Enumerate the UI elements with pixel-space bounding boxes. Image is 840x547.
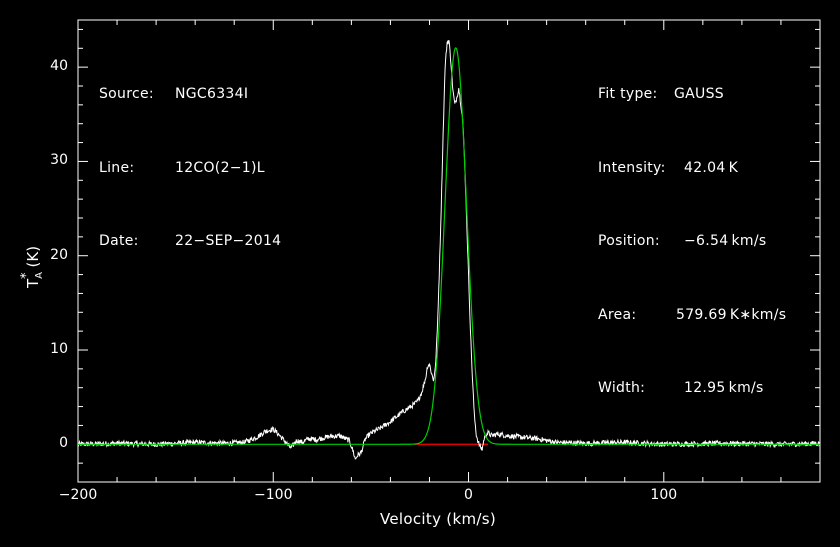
source-value: NGC6334I: [175, 86, 249, 102]
y-axis-label-sub: A: [34, 271, 45, 279]
area-value: 579.69 K∗km/s: [676, 306, 787, 323]
source-key: Source:: [99, 86, 154, 102]
y-tick-label: 40: [50, 58, 68, 75]
fit-type-row: Fit type: GAUSS: [598, 82, 786, 107]
date-key: Date:: [99, 233, 139, 249]
source-row: Source: NGC6334I: [99, 82, 281, 107]
width-row: Width: 12.95 km/s: [598, 376, 786, 401]
line-row: Line: 12CO(2−1)L: [99, 156, 281, 181]
width-value: 12.95 km/s: [684, 380, 764, 396]
plot-axes: [77, 19, 821, 483]
intensity-value: 42.04 K: [684, 159, 739, 176]
x-tick-label: 0: [464, 487, 473, 503]
plot-frame: [77, 19, 821, 483]
y-tick-label: 10: [50, 341, 68, 357]
position-key: Position:: [598, 233, 660, 249]
y-tick-label: 0: [59, 435, 68, 452]
y-tick-label: 20: [50, 246, 68, 263]
position-value: −6.54 km/s: [684, 233, 767, 249]
y-axis-label-sup: *: [19, 272, 34, 279]
x-tick-label: −200: [58, 487, 98, 503]
y-axis-label-main: T: [24, 278, 42, 288]
y-axis-label-unit: (K): [24, 245, 42, 268]
area-row: Area: 579.69 K∗km/s: [598, 303, 786, 328]
area-key: Area:: [598, 306, 637, 323]
date-value: 22−SEP−2014: [175, 233, 282, 249]
width-key: Width:: [598, 380, 646, 396]
fit-type-key: Fit type:: [598, 86, 658, 102]
x-tick-label: 100: [650, 487, 678, 503]
x-tick-label: −100: [254, 487, 293, 503]
intensity-row: Intensity: 42.04 K: [598, 156, 786, 181]
y-tick-label: 30: [50, 152, 68, 169]
fit-info: Fit type: GAUSS Intensity: 42.04 K Positio…: [598, 33, 786, 425]
intensity-key: Intensity:: [598, 159, 666, 176]
line-key: Line:: [99, 159, 135, 176]
line-value: 12CO(2−1)L: [175, 159, 265, 176]
gaussian-fit-line: [78, 47, 820, 445]
gaussian-fit-series: [78, 47, 820, 445]
fit-type-value: GAUSS: [674, 86, 724, 102]
observation-info: Source: NGC6334I Line: 12CO(2−1)L Date: 22−…: [99, 33, 281, 278]
x-axis-label: Velocity (km/s): [380, 510, 496, 528]
date-row: Date: 22−SEP−2014: [99, 229, 281, 254]
position-row: Position: −6.54 km/s: [598, 229, 786, 254]
y-axis-label: TA* (K): [19, 245, 45, 288]
